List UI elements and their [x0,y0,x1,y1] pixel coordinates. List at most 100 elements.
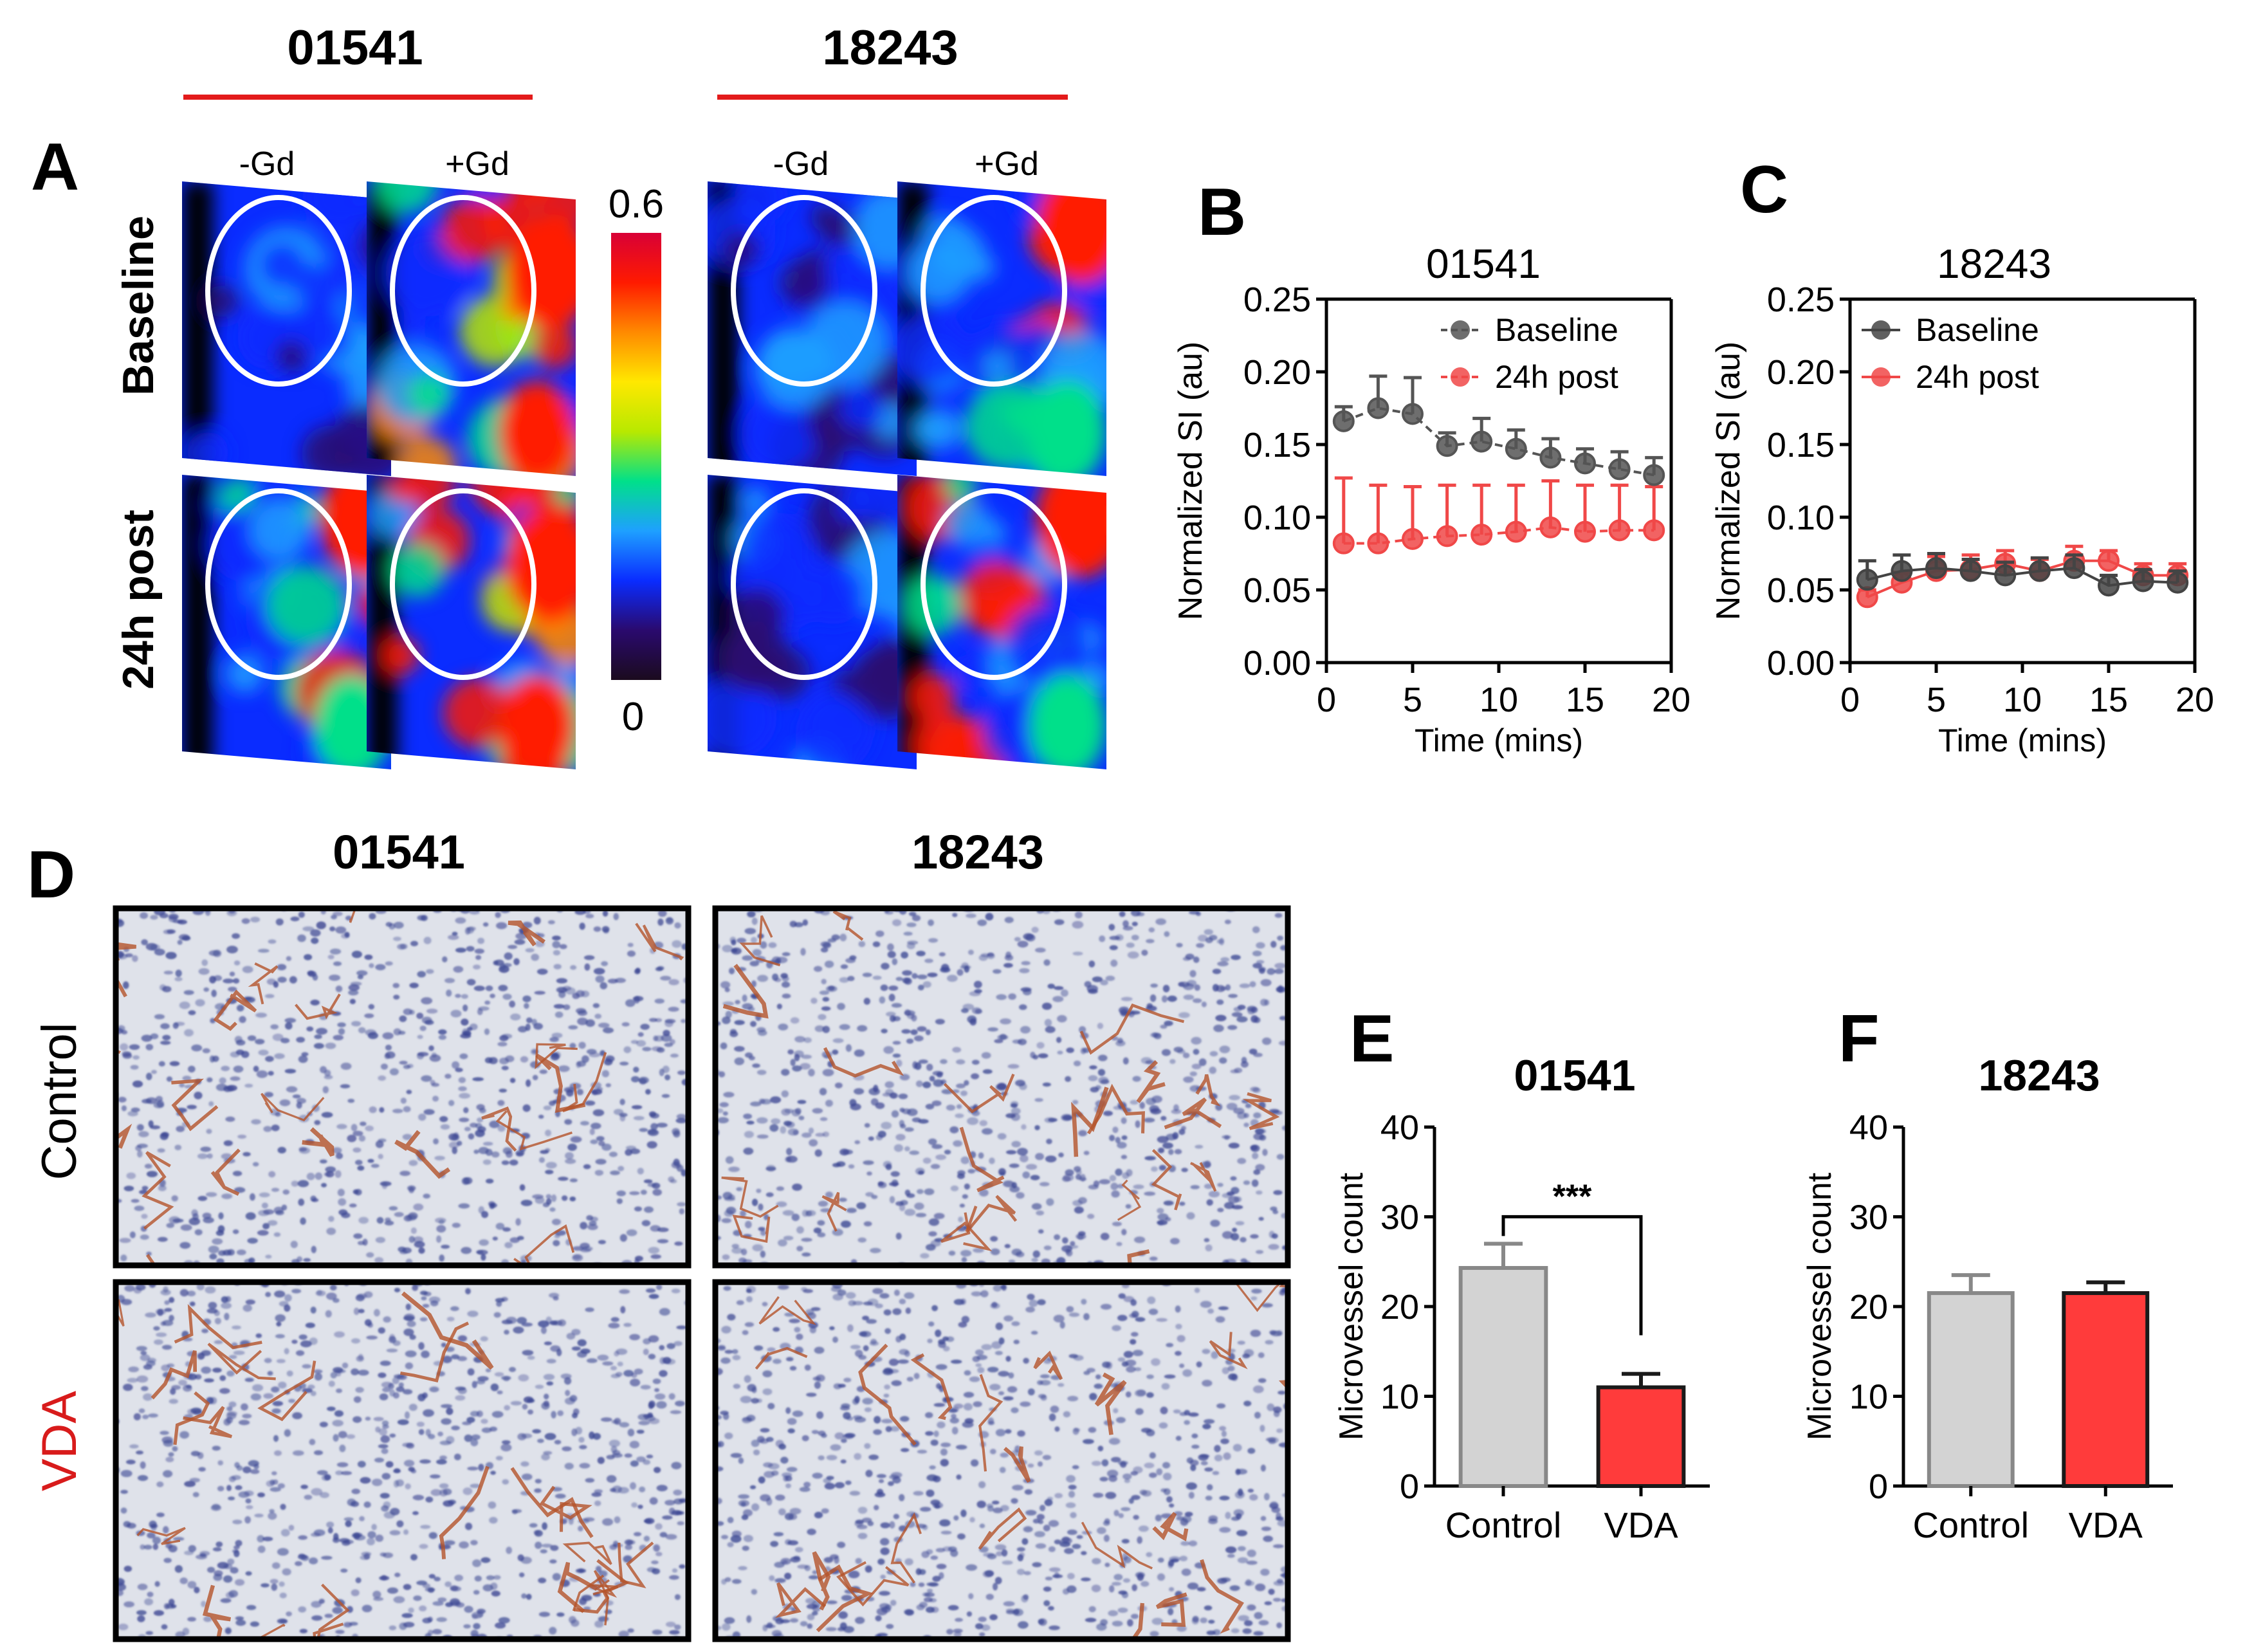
panel-b-letter: B [1198,175,1246,250]
mri-24h-plus-gd-18243 [897,475,1106,769]
chart-title: 01541 [1426,241,1541,287]
histology-row-label-control: Control [32,1023,87,1180]
x-tick-label: VDA [2069,1505,2143,1545]
data-point [1505,520,1527,543]
col-label-minus-gd-01541: -Gd [239,145,295,183]
x-tick-label: 15 [2089,681,2128,719]
mri-images [182,181,1106,769]
series-line [1343,526,1654,545]
series-24h-post [1332,476,1665,555]
data-point [1959,560,1982,582]
data-point [1332,532,1355,555]
data-point [1332,410,1355,432]
y-tick-label: 0.00 [1243,644,1311,683]
histology-col-label-01541: 01541 [333,825,465,879]
colorbar-min: 0 [622,695,644,739]
col-label-plus-gd-01541: +Gd [445,145,509,183]
mri-baseline-plus-gd-01541 [367,181,576,476]
series-line [1867,559,2178,599]
x-tick-label: Control [1445,1505,1562,1545]
y-tick-label: 0.15 [1767,426,1835,464]
x-axis-label: Time (mins) [1938,722,2107,758]
data-point [1367,532,1389,555]
histology-vda-18243 [712,1279,1291,1642]
y-tick-label: 20 [1849,1288,1888,1326]
histology-control-18243 [712,905,1291,1269]
bar-vda [2062,1280,2150,1488]
data-point [1608,458,1631,481]
row-label-baseline: Baseline [114,216,163,396]
data-point [1505,437,1527,460]
y-tick-label: 0.20 [1243,353,1311,392]
col-label-minus-gd-18243: -Gd [773,145,829,183]
y-tick-label: 0 [1400,1467,1419,1506]
bar [1927,1291,2015,1488]
y-tick-label: 0 [1869,1467,1888,1506]
x-tick-label: 0 [1840,681,1860,719]
panel-e-letter: E [1350,1002,1394,1076]
y-tick-label: 0.20 [1767,353,1835,392]
y-tick-label: 0.10 [1243,499,1311,537]
series-baseline [1332,374,1665,486]
y-tick-label: 0.05 [1767,571,1835,610]
bar-control [1927,1273,2015,1488]
histology-col-label-18243: 18243 [912,825,1044,879]
panel-d: D 01541 18243 Control VDA [27,825,1291,1642]
legend-label: Baseline [1916,312,2039,348]
data-point [1402,528,1424,550]
x-tick-label: Control [1912,1505,2029,1545]
colorbar-max: 0.6 [609,182,664,226]
data-point [1471,524,1493,546]
y-tick-label: 0.15 [1243,426,1311,464]
legend-marker [1871,320,1891,340]
data-point [1471,430,1493,453]
bar [2062,1291,2150,1488]
legend-label: Baseline [1495,312,1618,348]
data-point [1891,560,1913,582]
group-label-18243: 18243 [822,21,958,75]
data-point [2132,570,2154,592]
y-tick-label: 30 [1849,1198,1888,1237]
bar [1458,1266,1548,1488]
x-tick-label: 5 [1927,681,1946,719]
col-label-plus-gd-18243: +Gd [975,145,1039,183]
histology-row-label-vda: VDA [32,1391,87,1492]
charts: B 01541 0.00 0.05 0.10 0.15 0.20 0.25 Normalized… [1172,152,2214,1545]
x-tick-label: 0 [1317,681,1336,719]
legend-entry-baseline: Baseline [1862,312,2039,348]
significance-label: *** [1553,1178,1592,1215]
y-axis-label: Microvessel count [1801,1172,1838,1440]
data-point [1856,569,1878,591]
bar [1596,1385,1686,1489]
panel-a-letter: A [31,130,79,205]
legend-marker [1451,320,1470,340]
data-point [2028,560,2051,582]
chart-title: 01541 [1514,1051,1635,1100]
data-point [2098,574,2120,597]
histology-control-01541 [113,905,692,1269]
data-point [1994,564,2017,587]
bar-vda [1596,1372,1686,1489]
colorbar [611,233,661,680]
y-tick-label: 40 [1380,1108,1419,1147]
data-point [1643,519,1665,542]
data-point [1574,520,1596,543]
chart-title: 18243 [1937,241,2051,287]
bar-control [1458,1242,1548,1488]
panel-f-letter: F [1838,1002,1880,1076]
y-tick-label: 10 [1380,1378,1419,1417]
mri-24h-plus-gd-01541 [367,475,576,769]
x-tick-label: 15 [1566,681,1604,719]
data-point [1539,516,1562,538]
series-line [1867,567,2178,587]
panel-b-chart: B 01541 0.00 0.05 0.10 0.15 0.20 0.25 Normalized… [1172,175,1690,758]
x-tick-label: 10 [1480,681,1518,719]
data-point [1643,464,1665,486]
data-point [1539,446,1562,469]
group-label-01541: 01541 [287,21,423,75]
data-point [2063,557,2085,580]
data-point [2098,549,2120,572]
data-point [1436,435,1458,457]
data-point [1574,452,1596,475]
